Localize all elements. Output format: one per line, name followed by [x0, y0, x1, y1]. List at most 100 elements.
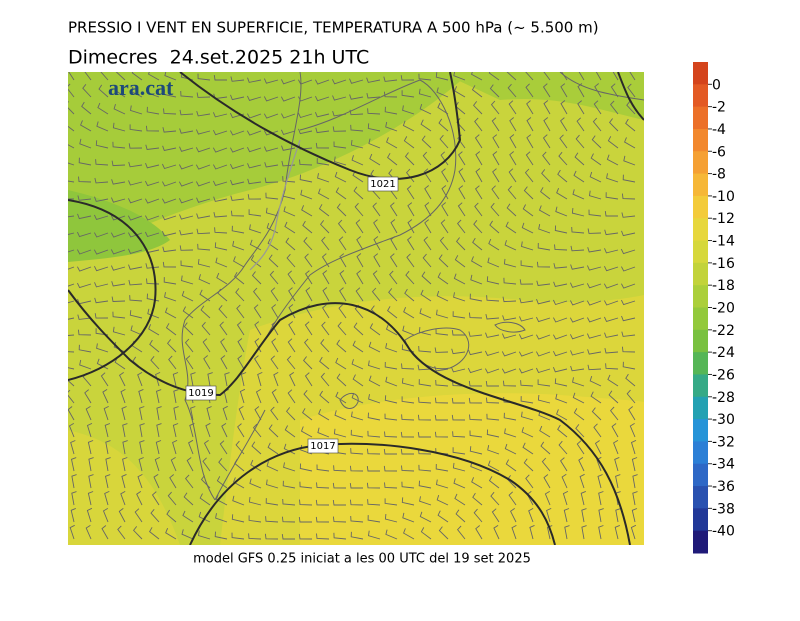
- wind-barb: [298, 96, 313, 102]
- wind-barb: [485, 332, 500, 338]
- wind-barb: [139, 440, 145, 455]
- wind-barb: [77, 266, 92, 272]
- wind-barb: [598, 525, 604, 540]
- wind-barb: [127, 215, 143, 221]
- wind-barb: [218, 458, 228, 472]
- wind-barb: [571, 208, 585, 217]
- wind-barb: [102, 508, 109, 523]
- wind-barb: [575, 424, 585, 438]
- wind-barb: [115, 72, 126, 81]
- wind-barb: [82, 84, 92, 98]
- wind-barb: [280, 96, 296, 102]
- wind-barb: [320, 372, 330, 387]
- wind-barb: [147, 308, 160, 319]
- wind-barb: [166, 509, 177, 523]
- wind-barb: [216, 476, 228, 489]
- wind-barb: [349, 78, 364, 84]
- wind-barb: [438, 526, 449, 540]
- wind-barb: [504, 240, 517, 251]
- wind-barb: [333, 156, 347, 166]
- wind-barb: [105, 440, 111, 455]
- wind-barb: [593, 423, 602, 438]
- wind-barb: [506, 72, 517, 81]
- wind-barb: [503, 258, 517, 268]
- wind-barb: [178, 181, 194, 187]
- wind-barb: [388, 288, 398, 302]
- wind-barb: [286, 407, 296, 421]
- wind-barb: [351, 359, 364, 370]
- wind-barb: [405, 270, 415, 285]
- wind-barb: [249, 224, 262, 234]
- wind-barb: [129, 105, 143, 115]
- wind-barb: [471, 85, 483, 98]
- wind-barb: [112, 122, 126, 132]
- wind-barb: [366, 77, 381, 83]
- wind-barb: [68, 367, 75, 370]
- wind-barb: [569, 317, 585, 323]
- colorbar-tick-label: -40: [712, 524, 735, 540]
- wind-barb: [213, 164, 228, 170]
- wind-barb: [214, 531, 228, 540]
- wind-barb: [96, 121, 109, 132]
- wind-barb: [145, 263, 160, 269]
- wind-barb: [270, 355, 279, 370]
- colorbar-tick-label: -6: [712, 144, 726, 160]
- wind-barb: [469, 446, 483, 455]
- wind-barb: [577, 100, 585, 115]
- wind-barb: [586, 265, 602, 271]
- wind-barb: [205, 422, 211, 438]
- wind-barb: [562, 490, 569, 506]
- wind-barb: [560, 83, 568, 98]
- wind-barb: [366, 466, 380, 472]
- wind-barb: [196, 110, 211, 117]
- wind-barb: [535, 316, 551, 323]
- wind-barb: [112, 311, 126, 319]
- colorbar-tick-label: -24: [712, 345, 735, 361]
- colorbar-tick-label: -16: [712, 256, 735, 272]
- wind-barb: [457, 202, 466, 217]
- wind-barb: [212, 112, 228, 118]
- wind-barb: [542, 83, 551, 98]
- field: [68, 72, 470, 260]
- colorbar-tick-label: -32: [712, 434, 735, 450]
- wind-barb: [351, 155, 364, 166]
- wind-barb: [554, 244, 568, 251]
- wind-barb: [336, 203, 347, 217]
- wind-barb: [247, 163, 262, 169]
- wind-barb: [598, 508, 604, 523]
- wind-barb: [110, 249, 126, 255]
- colorbar-tick-label: -20: [712, 301, 735, 317]
- wind-barb: [630, 524, 637, 540]
- wind-barb: [367, 412, 381, 421]
- wind-barb: [422, 253, 432, 268]
- wind-barb: [263, 96, 279, 102]
- wind-barb: [128, 232, 143, 238]
- wind-barb: [197, 258, 211, 268]
- wind-barb: [622, 361, 636, 370]
- wind-barb: [286, 355, 296, 370]
- colorbar-segment: [693, 508, 708, 532]
- wind-barb: [298, 516, 312, 523]
- wind-barb: [350, 515, 364, 523]
- wind-barb: [503, 412, 517, 421]
- wind-barb: [525, 72, 534, 81]
- wind-barb: [553, 334, 568, 340]
- wind-barb: [559, 134, 568, 149]
- wind-barb: [561, 473, 568, 489]
- wind-barb: [569, 334, 585, 340]
- wind-barb: [145, 215, 160, 221]
- wind-barb: [422, 151, 432, 166]
- wind-barb: [349, 94, 364, 100]
- wind-barb: [630, 439, 637, 455]
- wind-barb: [173, 406, 179, 421]
- wind-barb: [267, 442, 279, 455]
- wind-barb: [573, 170, 585, 183]
- wind-barb: [94, 313, 109, 319]
- wind-barb: [401, 414, 415, 421]
- wind-barb: [552, 367, 568, 373]
- wind-barb: [183, 322, 194, 336]
- wind-barb: [161, 231, 177, 237]
- wind-barb: [424, 219, 432, 234]
- wind-barb: [402, 325, 415, 336]
- wind-barb: [200, 305, 211, 319]
